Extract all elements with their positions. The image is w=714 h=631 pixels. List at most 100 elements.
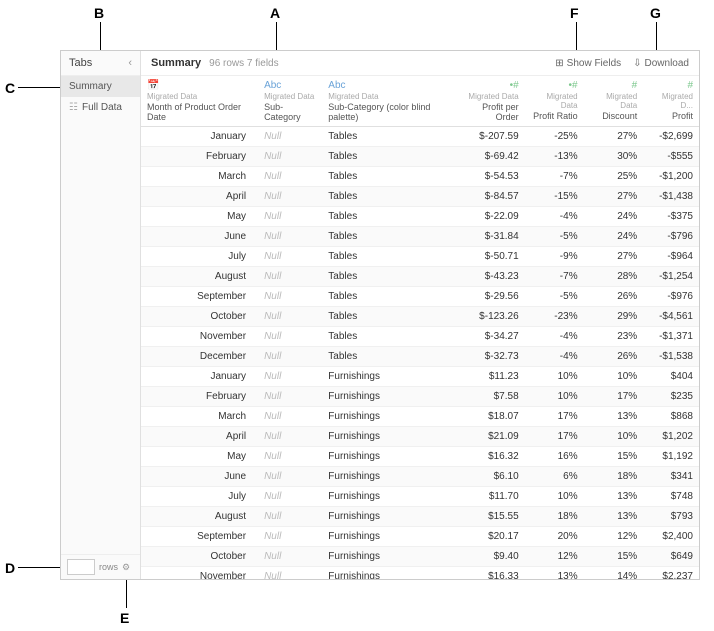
- table-cell: Null: [258, 387, 322, 407]
- table-cell: Null: [258, 547, 322, 567]
- table-cell: 28%: [584, 267, 644, 287]
- sidebar-footer: rows ⚙: [61, 554, 140, 579]
- table-row[interactable]: MayNullTables$-22.09-4%24%-$375: [141, 207, 699, 227]
- callout-line-c: [18, 87, 60, 88]
- table-row[interactable]: JanuaryNullTables$-207.59-25%27%-$2,699: [141, 127, 699, 147]
- table-cell: Null: [258, 407, 322, 427]
- table-row[interactable]: JulyNullFurnishings$11.7010%13%$748: [141, 487, 699, 507]
- table-cell: Null: [258, 347, 322, 367]
- column-source: Migrated Data: [264, 92, 316, 101]
- table-scroll[interactable]: 📅Migrated DataMonth of Product Order Dat…: [141, 76, 699, 579]
- callout-line-e: [126, 580, 127, 608]
- table-cell: Furnishings: [322, 467, 454, 487]
- table-cell: $-84.57: [455, 187, 525, 207]
- table-cell: $-29.56: [455, 287, 525, 307]
- table-row[interactable]: SeptemberNullFurnishings$20.1720%12%$2,4…: [141, 527, 699, 547]
- rows-input[interactable]: [67, 559, 95, 575]
- table-cell: October: [141, 307, 258, 327]
- table-row[interactable]: FebruaryNullFurnishings$7.5810%17%$235: [141, 387, 699, 407]
- table-row[interactable]: DecemberNullTables$-32.73-4%26%-$1,538: [141, 347, 699, 367]
- table-cell: -$4,561: [643, 307, 699, 327]
- table-cell: Null: [258, 207, 322, 227]
- table-row[interactable]: AprilNullTables$-84.57-15%27%-$1,438: [141, 187, 699, 207]
- table-cell: 14%: [584, 567, 644, 580]
- table-row[interactable]: NovemberNullFurnishings$16.3313%14%$2,23…: [141, 567, 699, 580]
- table-cell: Null: [258, 267, 322, 287]
- column-header[interactable]: •#Migrated DataProfit Ratio: [525, 76, 584, 127]
- table-cell: -$976: [643, 287, 699, 307]
- abc-icon: Abc: [264, 80, 281, 91]
- table-row[interactable]: AprilNullFurnishings$21.0917%10%$1,202: [141, 427, 699, 447]
- table-cell: -$375: [643, 207, 699, 227]
- table-row[interactable]: JuneNullFurnishings$6.106%18%$341: [141, 467, 699, 487]
- table-cell: June: [141, 227, 258, 247]
- table-cell: 18%: [584, 467, 644, 487]
- table-cell: $-34.27: [455, 327, 525, 347]
- column-header[interactable]: •#Migrated DataProfit per Order: [455, 76, 525, 127]
- table-cell: $-69.42: [455, 147, 525, 167]
- table-row[interactable]: OctoberNullFurnishings$9.4012%15%$649: [141, 547, 699, 567]
- chevron-left-icon[interactable]: ‹: [128, 57, 132, 69]
- table-cell: Tables: [322, 127, 454, 147]
- show-fields-button[interactable]: ⊞ Show Fields: [555, 58, 621, 69]
- table-cell: -$1,254: [643, 267, 699, 287]
- table-cell: Null: [258, 487, 322, 507]
- table-cell: Furnishings: [322, 527, 454, 547]
- table-cell: -15%: [525, 187, 584, 207]
- sidebar-item-full-data[interactable]: ☷Full Data: [61, 97, 140, 118]
- table-cell: Furnishings: [322, 387, 454, 407]
- table-cell: $9.40: [455, 547, 525, 567]
- table-cell: Null: [258, 227, 322, 247]
- table-cell: Tables: [322, 307, 454, 327]
- app-frame: Tabs ‹ Summary☷Full Data rows ⚙ Summary …: [60, 50, 700, 580]
- table-cell: 18%: [525, 507, 584, 527]
- table-cell: 25%: [584, 167, 644, 187]
- table-cell: $16.33: [455, 567, 525, 580]
- table-cell: $2,400: [643, 527, 699, 547]
- table-cell: -4%: [525, 347, 584, 367]
- table-row[interactable]: JanuaryNullFurnishings$11.2310%10%$404: [141, 367, 699, 387]
- table-cell: $404: [643, 367, 699, 387]
- calc-icon: •#: [569, 80, 578, 91]
- download-button[interactable]: ⇩ Download: [633, 58, 689, 69]
- table-cell: Null: [258, 127, 322, 147]
- column-header[interactable]: #Migrated D...Profit: [643, 76, 699, 127]
- table-row[interactable]: SeptemberNullTables$-29.56-5%26%-$976: [141, 287, 699, 307]
- table-cell: $18.07: [455, 407, 525, 427]
- table-cell: Tables: [322, 267, 454, 287]
- calendar-icon: 📅: [147, 80, 159, 91]
- table-cell: Null: [258, 307, 322, 327]
- table-row[interactable]: OctoberNullTables$-123.26-23%29%-$4,561: [141, 307, 699, 327]
- callout-line-b: [100, 22, 101, 50]
- table-cell: $11.23: [455, 367, 525, 387]
- table-row[interactable]: NovemberNullTables$-34.27-4%23%-$1,371: [141, 327, 699, 347]
- table-cell: $748: [643, 487, 699, 507]
- table-row[interactable]: AugustNullFurnishings$15.5518%13%$793: [141, 507, 699, 527]
- table-cell: 10%: [584, 427, 644, 447]
- main-panel: Summary 96 rows 7 fields ⊞ Show Fields ⇩…: [141, 51, 699, 579]
- column-header[interactable]: #Migrated DataDiscount: [584, 76, 644, 127]
- table-row[interactable]: JulyNullTables$-50.71-9%27%-$964: [141, 247, 699, 267]
- table-cell: $-32.73: [455, 347, 525, 367]
- table-row[interactable]: MarchNullFurnishings$18.0717%13%$868: [141, 407, 699, 427]
- table-row[interactable]: FebruaryNullTables$-69.42-13%30%-$555: [141, 147, 699, 167]
- column-header[interactable]: 📅Migrated DataMonth of Product Order Dat…: [141, 76, 258, 127]
- table-cell: 24%: [584, 207, 644, 227]
- table-cell: -25%: [525, 127, 584, 147]
- table-cell: 27%: [584, 187, 644, 207]
- gear-icon[interactable]: ⚙: [122, 562, 130, 573]
- calc-icon: •#: [510, 80, 519, 91]
- table-row[interactable]: MarchNullTables$-54.53-7%25%-$1,200: [141, 167, 699, 187]
- sidebar-item-summary[interactable]: Summary: [61, 76, 140, 97]
- table-cell: $21.09: [455, 427, 525, 447]
- column-source: Migrated Data: [461, 92, 519, 101]
- column-header[interactable]: AbcMigrated DataSub-Category: [258, 76, 322, 127]
- table-row[interactable]: MayNullFurnishings$16.3216%15%$1,192: [141, 447, 699, 467]
- table-row[interactable]: JuneNullTables$-31.84-5%24%-$796: [141, 227, 699, 247]
- table-cell: $15.55: [455, 507, 525, 527]
- table-cell: -13%: [525, 147, 584, 167]
- column-header[interactable]: AbcMigrated DataSub-Category (color blin…: [322, 76, 454, 127]
- table-row[interactable]: AugustNullTables$-43.23-7%28%-$1,254: [141, 267, 699, 287]
- table-cell: 16%: [525, 447, 584, 467]
- table-cell: -4%: [525, 327, 584, 347]
